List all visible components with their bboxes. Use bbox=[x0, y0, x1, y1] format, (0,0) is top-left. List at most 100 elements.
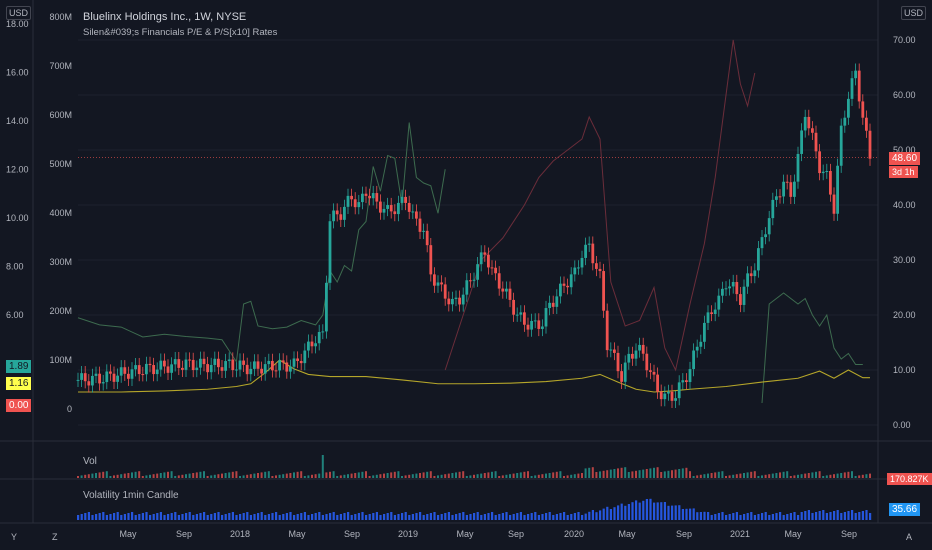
candle-body bbox=[685, 380, 688, 383]
candle-body bbox=[627, 353, 631, 363]
volume-bar bbox=[505, 474, 508, 478]
candle-body bbox=[807, 116, 811, 129]
volatility-bar bbox=[786, 514, 789, 520]
volatility-bar bbox=[620, 503, 623, 520]
volatility-bar bbox=[602, 508, 605, 520]
volatility-bar bbox=[433, 512, 436, 520]
volume-bar bbox=[296, 471, 299, 478]
volume-bar bbox=[743, 473, 745, 478]
volatility-bar bbox=[242, 513, 245, 520]
volatility-bar bbox=[789, 513, 792, 520]
volatility-bar bbox=[627, 504, 630, 520]
candle-body bbox=[591, 243, 595, 264]
volume-bar bbox=[858, 475, 861, 478]
volume-bar bbox=[642, 469, 645, 478]
volume-bar bbox=[120, 474, 123, 478]
volume-bar bbox=[217, 474, 220, 478]
volatility-bar bbox=[869, 513, 872, 520]
candle-body bbox=[663, 393, 667, 400]
candle-body bbox=[649, 370, 652, 372]
volume-bar bbox=[177, 475, 180, 478]
auto-scale-button[interactable]: A bbox=[904, 531, 915, 543]
volatility-bar bbox=[703, 511, 706, 520]
volume-bars bbox=[77, 455, 871, 478]
candle-body bbox=[163, 360, 166, 367]
volume-bar bbox=[239, 476, 241, 478]
volatility-bar bbox=[822, 510, 825, 520]
volume-bar bbox=[591, 467, 594, 478]
volume-bar bbox=[451, 473, 454, 478]
symbol-title: Bluelinx Holdings Inc., 1W, NYSE bbox=[83, 11, 247, 23]
volatility-bar bbox=[365, 515, 368, 520]
candle-body bbox=[739, 294, 742, 305]
volume-bar bbox=[246, 474, 249, 478]
volatility-bar bbox=[181, 514, 184, 520]
volume-bar bbox=[242, 475, 245, 478]
candle-body bbox=[231, 359, 235, 371]
candle-body bbox=[839, 125, 843, 166]
volatility-bar bbox=[156, 513, 159, 520]
volume-bar bbox=[105, 471, 108, 478]
volume-bar bbox=[516, 473, 519, 478]
left-axis-tick: 12.00 bbox=[6, 165, 29, 175]
volatility-bar bbox=[210, 514, 213, 520]
volume-bar bbox=[771, 473, 774, 478]
left-axis-tick: 16.00 bbox=[6, 68, 29, 78]
volatility-bar bbox=[563, 512, 566, 520]
volume-bar bbox=[800, 474, 803, 478]
candle-body bbox=[602, 271, 605, 311]
candle-body bbox=[451, 298, 454, 305]
volume-bar bbox=[696, 475, 699, 478]
volume-bar bbox=[739, 473, 742, 478]
volatility-bar bbox=[588, 511, 591, 520]
candle-body bbox=[533, 320, 537, 322]
volume-bar bbox=[548, 473, 551, 478]
volume-bar bbox=[95, 473, 97, 478]
candle-body bbox=[479, 252, 483, 265]
volatility-bar bbox=[401, 513, 404, 520]
right-axis-tick: 70.00 bbox=[893, 35, 916, 45]
volume-bar bbox=[321, 455, 324, 478]
zoom-button[interactable]: Z bbox=[50, 531, 60, 543]
currency-button-left[interactable]: USD bbox=[6, 6, 32, 20]
volume-bar bbox=[318, 473, 321, 478]
x-axis-tick: Sep bbox=[344, 529, 360, 539]
candle-body bbox=[526, 324, 530, 330]
candle-body bbox=[735, 282, 739, 295]
volume-bar bbox=[789, 476, 792, 478]
candle-body bbox=[717, 295, 721, 310]
volatility-bar bbox=[264, 515, 267, 520]
currency-button-right[interactable]: USD bbox=[901, 6, 927, 20]
volatility-bar bbox=[167, 514, 170, 520]
volatility-bar bbox=[404, 512, 407, 520]
candle-body bbox=[127, 373, 130, 379]
volume-bar bbox=[260, 472, 263, 478]
volume-bar bbox=[447, 473, 450, 478]
candle-body bbox=[749, 273, 753, 277]
volume-bar bbox=[228, 472, 231, 478]
volatility-bar bbox=[548, 512, 551, 520]
volatility-bar bbox=[491, 512, 494, 520]
volatility-bar bbox=[635, 500, 638, 520]
candle-body bbox=[541, 326, 544, 329]
volatility-bar bbox=[732, 513, 735, 520]
volume-bar bbox=[199, 471, 202, 478]
volume-bar bbox=[609, 469, 612, 478]
volume-bar bbox=[379, 474, 382, 478]
volatility-bar bbox=[782, 515, 785, 520]
volume-bar bbox=[527, 471, 529, 478]
log-y-button[interactable]: Y bbox=[9, 531, 20, 543]
volatility-bar bbox=[595, 512, 598, 520]
volume-bar bbox=[426, 471, 429, 478]
candle-body bbox=[263, 364, 267, 374]
candle-body bbox=[379, 201, 382, 213]
volume-bar bbox=[775, 473, 778, 478]
volume-bar bbox=[303, 476, 306, 478]
candle-body bbox=[195, 367, 199, 371]
volatility-bar bbox=[350, 515, 353, 520]
candle-body bbox=[566, 285, 569, 288]
volatility-bar bbox=[206, 515, 209, 520]
right-axis-tick: 40.00 bbox=[893, 200, 916, 210]
volatility-bar bbox=[336, 515, 339, 520]
